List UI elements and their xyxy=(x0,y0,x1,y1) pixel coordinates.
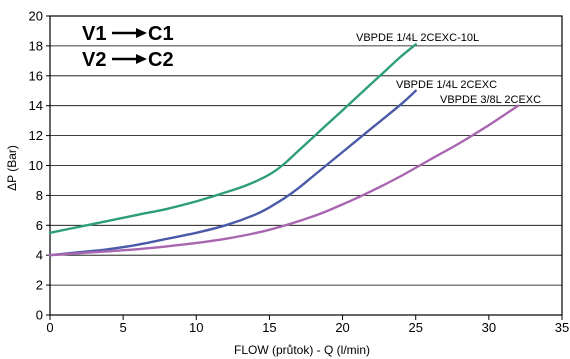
plot-frame xyxy=(49,15,563,316)
x-tick-label: 20 xyxy=(335,320,349,335)
x-tick-label: 15 xyxy=(262,320,276,335)
x-tick-label: 5 xyxy=(120,320,127,335)
series-line-2 xyxy=(48,89,417,257)
y-tick-label: 8 xyxy=(36,188,43,203)
annotation-v2: V2 xyxy=(82,49,106,71)
y-axis-title: ΔP (Bar) xyxy=(5,145,19,191)
series-label-1: VBPDE 1/4L 2CEXC-10L xyxy=(356,32,479,44)
series-label-2: VBPDE 1/4L 2CEXC xyxy=(396,79,497,91)
x-tick-label: 0 xyxy=(46,320,53,335)
y-tick-label: 14 xyxy=(29,98,43,113)
x-tick-label: 30 xyxy=(482,320,496,335)
y-tick-label: 18 xyxy=(29,38,43,53)
annotation-c1: C1 xyxy=(148,23,174,45)
series-label-3: VBPDE 3/8L 2CEXC xyxy=(440,94,541,106)
series-layer xyxy=(48,43,520,257)
y-tick-label: 4 xyxy=(36,248,43,263)
y-tick-label: 6 xyxy=(36,218,43,233)
arrow-icon xyxy=(112,54,147,64)
grid-layer xyxy=(50,15,562,316)
y-tick-label: 20 xyxy=(29,9,43,24)
axes-layer xyxy=(46,15,563,320)
x-axis-title: FLOW (průtok) - Q (l/min) xyxy=(234,343,370,357)
x-tick-label: 25 xyxy=(408,320,422,335)
y-tick-label: 0 xyxy=(36,308,43,323)
labels-layer: 0 2 4 6 8 10 12 14 16 18 20 0 5 10 15 20 25 30 35 VBPDE 1/4… xyxy=(29,9,570,336)
annotation-v1: V1 xyxy=(82,23,106,45)
series-line-3 xyxy=(48,104,520,257)
y-tick-label: 16 xyxy=(29,68,43,83)
y-tick-label: 12 xyxy=(29,128,43,143)
x-tick-label: 10 xyxy=(189,320,203,335)
flow-annotation: V1 C1 V2 C2 xyxy=(82,23,174,71)
x-tick-label: 35 xyxy=(555,320,569,335)
series-line-1 xyxy=(48,43,417,234)
y-tick-label: 2 xyxy=(36,278,43,293)
annotation-c2: C2 xyxy=(148,49,174,71)
y-tick-label: 10 xyxy=(29,158,43,173)
arrow-icon xyxy=(112,28,147,38)
